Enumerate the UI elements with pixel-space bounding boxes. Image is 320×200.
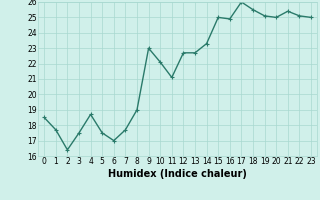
X-axis label: Humidex (Indice chaleur): Humidex (Indice chaleur) [108, 169, 247, 179]
